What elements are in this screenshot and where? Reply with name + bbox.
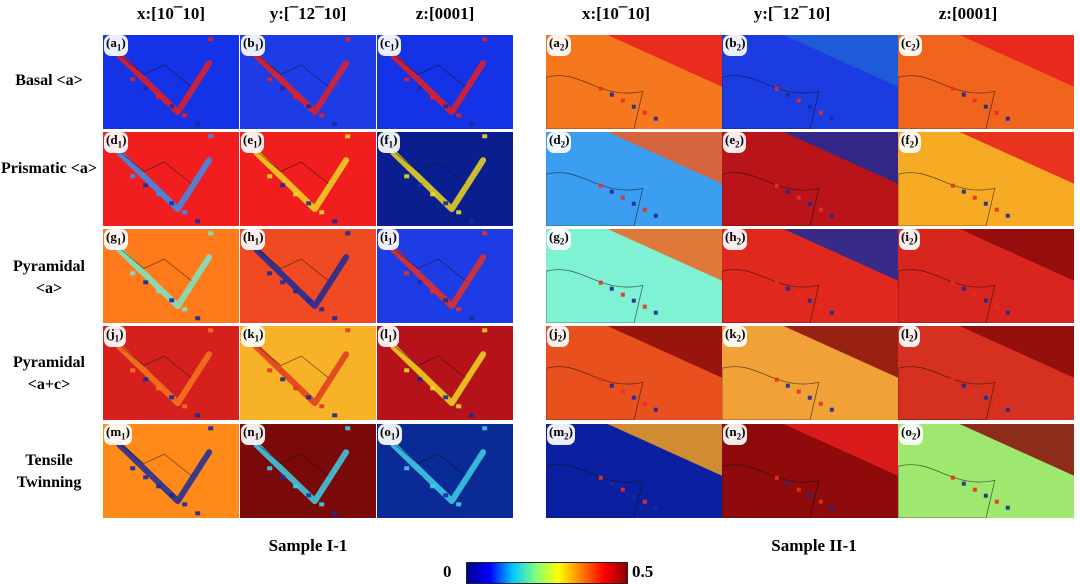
column-header-z: z:[0001] (938, 4, 998, 23)
panel-tag: (g1) (104, 229, 128, 250)
panel-tag: (n2) (723, 424, 748, 445)
panel-tag: (k2) (723, 326, 748, 347)
row-label-pyramidal-ac: Pyramidal <a+c> (13, 354, 85, 393)
map-panel-b1: (b1) (240, 35, 376, 129)
map-panel-n2: (n2) (722, 424, 898, 518)
map-panel-j2: (j2) (546, 326, 722, 420)
row-label-tensile-twinning: Tensile Twinning (16, 452, 82, 491)
sample-label-2: Sample II-1 (771, 536, 857, 555)
map-panel-c2: (c2) (898, 35, 1074, 129)
map-panel-l1: (l1) (377, 326, 513, 420)
panel-tag: (c2) (899, 35, 922, 56)
panel-tag: (b1) (241, 35, 266, 56)
sample-label-1: Sample I-1 (268, 536, 348, 555)
panel-tag: (k1) (241, 326, 266, 347)
panel-tag: (b2) (723, 35, 748, 56)
map-panel-i1: (i1) (377, 229, 513, 323)
map-panel-g2: (g2) (546, 229, 722, 323)
panel-tag: (j1) (104, 326, 126, 347)
map-panel-j1: (j1) (103, 326, 239, 420)
panel-tag: (l2) (899, 326, 920, 347)
map-panel-o2: (o2) (898, 424, 1074, 518)
map-panel-k2: (k2) (722, 326, 898, 420)
panel-tag: (e2) (723, 132, 746, 153)
row-label-pyramidal-a: Pyramidal <a> (13, 258, 85, 297)
panel-tag: (a2) (547, 35, 571, 56)
map-panel-h2: (h2) (722, 229, 898, 323)
panel-tag: (h1) (241, 229, 266, 250)
colorbar-min-label: 0 (443, 562, 452, 581)
panel-tag: (o2) (899, 424, 923, 445)
panel-tag: (h2) (723, 229, 748, 250)
colorbar-max-label: 0.5 (632, 562, 654, 581)
panel-tag: (d1) (104, 132, 129, 153)
column-header-x: x:[10¯10] (137, 4, 205, 23)
map-panel-m2: (m2) (546, 424, 722, 518)
panel-tag: (f2) (899, 132, 921, 153)
map-panel-e2: (e2) (722, 132, 898, 226)
map-panel-g1: (g1) (103, 229, 239, 323)
panel-tag: (i1) (378, 229, 399, 250)
column-header-y: y:[¯12¯10] (753, 4, 831, 23)
map-panel-b2: (b2) (722, 35, 898, 129)
map-panel-l2: (l2) (898, 326, 1074, 420)
panel-tag: (g2) (547, 229, 571, 250)
column-header-x: x:[10¯10] (582, 4, 650, 23)
map-panel-d2: (d2) (546, 132, 722, 226)
row-label-prismatic: Prismatic <a> (1, 160, 97, 177)
column-header-z: z:[0001] (415, 4, 475, 23)
map-panel-a2: (a2) (546, 35, 722, 129)
column-header-y: y:[¯12¯10] (269, 4, 347, 23)
map-panel-a1: (a1) (103, 35, 239, 129)
map-panel-i2: (i2) (898, 229, 1074, 323)
map-panel-o1: (o1) (377, 424, 513, 518)
panel-tag: (m2) (547, 424, 576, 445)
row-label-basal: Basal <a> (15, 72, 83, 89)
panel-tag: (a1) (104, 35, 128, 56)
panel-tag: (m1) (104, 424, 133, 445)
map-panel-c1: (c1) (377, 35, 513, 129)
map-panel-m1: (m1) (103, 424, 239, 518)
map-panel-n1: (n1) (240, 424, 376, 518)
panel-tag: (d2) (547, 132, 572, 153)
panel-tag: (o1) (378, 424, 402, 445)
panel-tag: (f1) (378, 132, 400, 153)
panel-tag: (n1) (241, 424, 266, 445)
panel-tag: (c1) (378, 35, 401, 56)
panel-tag: (i2) (899, 229, 920, 250)
map-panel-f1: (f1) (377, 132, 513, 226)
panel-tag: (j2) (547, 326, 569, 347)
colorbar (466, 562, 628, 584)
map-panel-k1: (k1) (240, 326, 376, 420)
map-panel-h1: (h1) (240, 229, 376, 323)
map-panel-f2: (f2) (898, 132, 1074, 226)
map-panel-d1: (d1) (103, 132, 239, 226)
panel-tag: (l1) (378, 326, 399, 347)
panel-tag: (e1) (241, 132, 264, 153)
map-panel-e1: (e1) (240, 132, 376, 226)
